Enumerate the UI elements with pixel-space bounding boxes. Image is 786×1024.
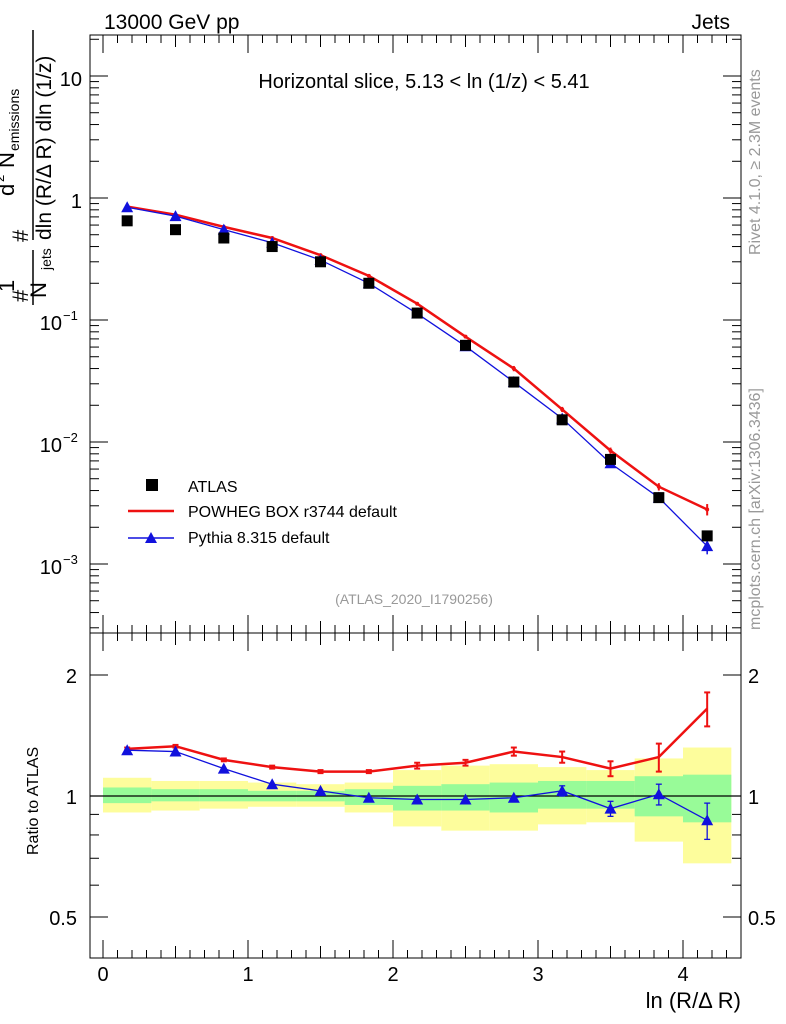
y-tick-label-1e-2-exp: −2 xyxy=(63,430,78,445)
x-axis-label: ln (R/Δ R) xyxy=(646,988,741,1013)
powheg-point xyxy=(463,334,468,339)
legend: ATLAS POWHEG BOX r3744 default Pythia 8.… xyxy=(128,479,398,547)
atlas-point xyxy=(266,241,278,253)
ratio-pythia-point xyxy=(266,778,279,790)
atlas-point xyxy=(121,215,133,227)
ratio-y-tick-label-2-right: 2 xyxy=(748,666,759,688)
atlas-point xyxy=(508,376,520,388)
ratio-plot-marks xyxy=(90,691,741,864)
ratio-y-tick-label-1: 1 xyxy=(66,787,77,809)
y-label-jets: jets xyxy=(38,248,54,271)
main-y-label: # 1 N jets # d 2 N emissions dln (R/Δ R)… xyxy=(0,30,56,305)
ratio-pythia-point xyxy=(556,784,569,796)
ratio-pythia-point xyxy=(604,802,617,814)
y-label-d: d xyxy=(0,184,19,196)
powheg-line xyxy=(126,205,708,511)
y-tick-label-1e-3-base: 10 xyxy=(40,557,62,579)
atlas-point xyxy=(653,492,665,504)
x-tick-label-1: 1 xyxy=(242,964,253,986)
atlas-point xyxy=(170,224,181,236)
ratio-pythia-point xyxy=(169,745,182,757)
y-tick-label-1e-2-base: 10 xyxy=(40,435,62,457)
legend-atlas-marker xyxy=(146,479,158,491)
pythia-point xyxy=(169,210,182,222)
powheg-point xyxy=(560,407,565,412)
y-label-denominator: dln (R/Δ R) dln (1/z) xyxy=(33,56,56,240)
atlas-point xyxy=(605,453,616,465)
ratio-y-label: Ratio to ATLAS xyxy=(25,747,42,855)
ratio-pythia-point xyxy=(362,791,375,803)
ratio-pythia-point xyxy=(459,793,472,805)
y-tick-label-1e-1-base: 10 xyxy=(40,313,62,335)
powheg-point xyxy=(656,484,661,489)
y-label-exp: 2 xyxy=(0,175,7,182)
powheg-point xyxy=(366,273,371,278)
y-tick-label-1e-1-exp: −1 xyxy=(63,308,78,323)
main-plot-marks xyxy=(121,201,714,555)
ratio-pythia-point xyxy=(121,744,134,756)
y-label-n: N xyxy=(26,282,51,298)
atlas-point xyxy=(556,414,568,426)
header-right: Jets xyxy=(691,11,730,34)
pythia-point xyxy=(217,223,230,235)
atlas-point xyxy=(411,307,423,319)
ratio-pythia-point xyxy=(652,788,665,800)
y-label-hash-1: # xyxy=(8,289,33,302)
atlas-point xyxy=(701,530,713,542)
powheg-point xyxy=(511,366,516,371)
powheg-point xyxy=(608,448,613,453)
atlas-point xyxy=(363,277,375,289)
ratio-plot: 2 1 0.5 2 1 0.5 Ratio to ATLAS 0 1 2 3 4… xyxy=(25,632,776,1013)
ratio-band-inner xyxy=(199,789,248,802)
y-tick-label-1: 1 xyxy=(71,191,82,213)
header-left: 13000 GeV pp xyxy=(104,11,239,34)
analysis-id: (ATLAS_2020_I1790256) xyxy=(335,591,493,607)
legend-powheg-label: POWHEG BOX r3744 default xyxy=(188,504,398,521)
x-tick-label-3: 3 xyxy=(532,964,543,986)
legend-pythia-label: Pythia 8.315 default xyxy=(188,530,330,547)
y-label-n2: N xyxy=(0,152,19,168)
pythia-point xyxy=(701,540,714,552)
ratio-y-tick-label-05: 0.5 xyxy=(49,908,77,930)
y-label-hash-2: # xyxy=(8,229,33,242)
atlas-point xyxy=(460,339,471,351)
pythia-point xyxy=(121,201,134,213)
y-tick-label-1e-3-exp: −3 xyxy=(63,552,78,567)
ratio-band-inner xyxy=(103,787,152,804)
legend-pythia-marker xyxy=(145,532,157,543)
ratio-pythia-point xyxy=(314,784,327,796)
powheg-point xyxy=(705,507,710,512)
ratio-band-inner xyxy=(151,789,200,802)
ratio-y-tick-label-05-right: 0.5 xyxy=(748,908,776,930)
atlas-point xyxy=(218,232,230,244)
mcplots-label: mcplots.cern.ch [arXiv:1306.3436] xyxy=(747,388,764,630)
ratio-pythia-point xyxy=(701,814,714,826)
legend-atlas-label: ATLAS xyxy=(188,479,238,496)
main-plot-title: Horizontal slice, 5.13 < ln (1/z) < 5.41 xyxy=(258,71,589,93)
ratio-pythia-point xyxy=(507,791,520,803)
ratio-plot-ticks xyxy=(90,633,742,958)
y-label-emissions: emissions xyxy=(6,89,22,151)
y-tick-label-10: 10 xyxy=(60,69,82,91)
x-tick-label-2: 2 xyxy=(387,964,398,986)
ratio-pythia-point xyxy=(411,793,424,805)
y-label-one: 1 xyxy=(0,280,19,292)
powheg-point xyxy=(415,301,420,306)
x-tick-label-4: 4 xyxy=(677,964,688,986)
ratio-pythia-point xyxy=(217,762,230,774)
main-plot: Horizontal slice, 5.13 < ln (1/z) < 5.41… xyxy=(0,30,742,634)
ratio-y-tick-label-2: 2 xyxy=(66,666,77,688)
rivet-label: Rivet 4.1.0, ≥ 2.3M events xyxy=(747,69,764,255)
atlas-point xyxy=(315,256,326,268)
x-tick-label-0: 0 xyxy=(97,964,108,986)
ratio-y-tick-label-1-right: 1 xyxy=(748,787,759,809)
main-plot-ticks xyxy=(90,35,742,633)
